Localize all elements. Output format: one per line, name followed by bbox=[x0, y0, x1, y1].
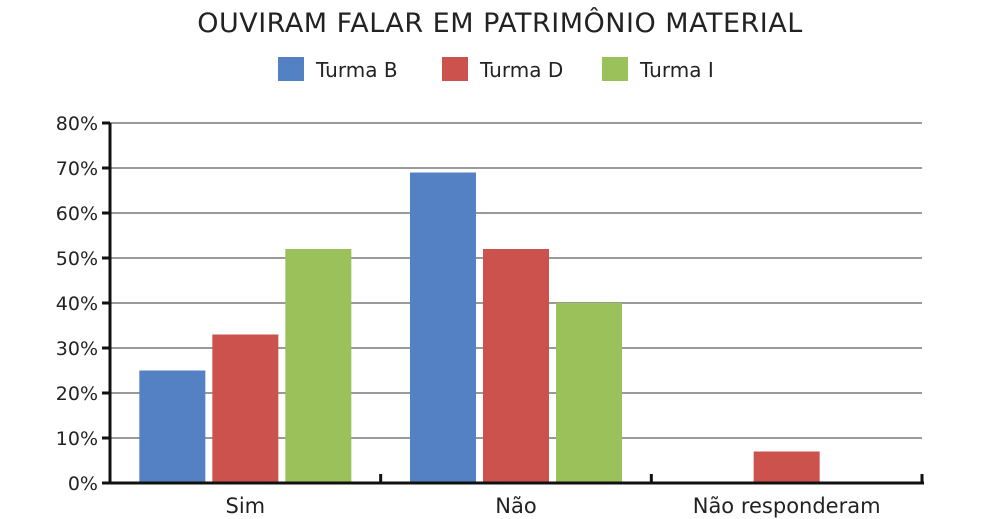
legend-swatch-3 bbox=[602, 57, 628, 81]
x-category-label: Não bbox=[495, 494, 536, 518]
bar-turma-i-sim bbox=[285, 249, 352, 483]
bars bbox=[139, 172, 820, 483]
bar-turma-d-não bbox=[483, 249, 549, 483]
y-tick-label: 50% bbox=[56, 248, 98, 270]
y-tick-label: 30% bbox=[56, 338, 98, 360]
y-tick-label: 80% bbox=[56, 113, 98, 135]
legend-swatch-1 bbox=[278, 57, 304, 81]
x-category-label: Sim bbox=[226, 494, 266, 518]
legend-label-1: Turma B bbox=[315, 58, 398, 82]
y-axis-ticks: 0% 10% 20% 30% 40% 50% 60% 70% 80% bbox=[56, 113, 98, 495]
bar-turma-i-não bbox=[556, 303, 622, 483]
y-tick-label: 0% bbox=[68, 473, 98, 495]
bar-turma-b-não bbox=[410, 172, 476, 483]
bar-turma-b-sim bbox=[139, 370, 206, 483]
bar-turma-d-não-responderam bbox=[753, 451, 820, 483]
legend: Turma B Turma D Turma I bbox=[278, 57, 714, 82]
y-tick-label: 70% bbox=[56, 158, 98, 180]
legend-swatch-2 bbox=[442, 57, 468, 81]
y-tick-label: 20% bbox=[56, 383, 98, 405]
y-tick-label: 60% bbox=[56, 203, 98, 225]
axes bbox=[102, 121, 924, 485]
legend-label-3: Turma I bbox=[639, 58, 714, 82]
x-category-label: Não responderam bbox=[693, 494, 881, 518]
x-axis-categories: Sim Não Não responderam bbox=[226, 494, 881, 518]
y-tick-label: 10% bbox=[56, 428, 98, 450]
chart-title: OUVIRAM FALAR EM PATRIMÔNIO MATERIAL bbox=[197, 7, 803, 39]
legend-label-2: Turma D bbox=[479, 58, 563, 82]
y-tick-label: 40% bbox=[56, 293, 98, 315]
bar-turma-d-sim bbox=[212, 334, 279, 483]
